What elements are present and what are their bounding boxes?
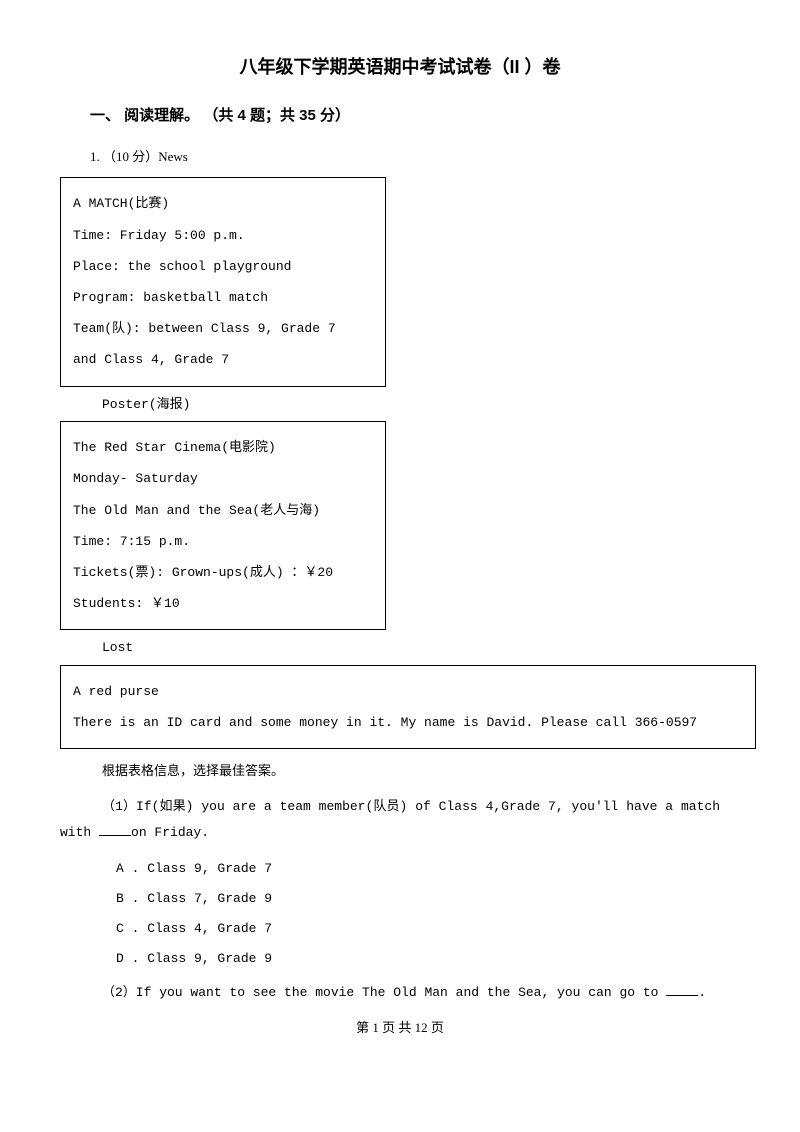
match-line-3: Place: the school playground	[73, 251, 373, 282]
page-title: 八年级下学期英语期中考试试卷（II ）卷	[60, 50, 740, 84]
cinema-line-5: Tickets(票): Grown-ups(成人) ：￥20	[73, 557, 373, 588]
section-heading: 一、 阅读理解。 （共 4 题；共 35 分）	[90, 102, 740, 131]
cinema-line-6: Students: ￥10	[73, 588, 373, 619]
question-1-intro: 1. （10 分）News	[90, 145, 740, 170]
cinema-line-1: The Red Star Cinema(电影院)	[73, 432, 373, 463]
q1-option-b: B . Class 7, Grade 9	[116, 886, 740, 912]
match-line-4: Program: basketball match	[73, 282, 373, 313]
sub-question-2: （2）If you want to see the movie The Old …	[102, 980, 720, 1006]
cinema-line-3: The Old Man and the Sea(老人与海)	[73, 495, 373, 526]
match-line-5: Team(队): between Class 9, Grade 7	[73, 313, 373, 344]
poster-cinema-box: The Red Star Cinema(电影院) Monday- Saturda…	[60, 421, 386, 630]
cinema-line-2: Monday- Saturday	[73, 463, 373, 494]
poster-label: Poster(海报)	[102, 393, 740, 418]
lost-line-1: A red purse	[73, 676, 743, 707]
cinema-line-4: Time: 7:15 p.m.	[73, 526, 373, 557]
q1-option-a: A . Class 9, Grade 7	[116, 856, 740, 882]
lost-label: Lost	[102, 636, 740, 661]
blank-fill-1	[99, 823, 131, 836]
match-line-1: A MATCH(比赛)	[73, 188, 373, 219]
instruction-text: 根据表格信息，选择最佳答案。	[102, 759, 740, 784]
blank-fill-2	[666, 983, 698, 996]
match-line-6: and Class 4, Grade 7	[73, 344, 373, 375]
news-match-box: A MATCH(比赛) Time: Friday 5:00 p.m. Place…	[60, 177, 386, 386]
q1-option-d: D . Class 9, Grade 9	[116, 946, 740, 972]
sub-q2-text-a: （2）If you want to see the movie The Old …	[102, 985, 666, 1000]
sub-q1-text-b: on Friday.	[131, 825, 209, 840]
lost-purse-box: A red purse There is an ID card and some…	[60, 665, 756, 749]
page-footer: 第 1 页 共 12 页	[60, 1016, 740, 1041]
q1-option-c: C . Class 4, Grade 7	[116, 916, 740, 942]
lost-line-2: There is an ID card and some money in it…	[73, 707, 743, 738]
sub-q2-text-b: .	[698, 985, 706, 1000]
match-line-2: Time: Friday 5:00 p.m.	[73, 220, 373, 251]
sub-question-1: （1）If(如果) you are a team member(队员) of C…	[60, 794, 720, 846]
